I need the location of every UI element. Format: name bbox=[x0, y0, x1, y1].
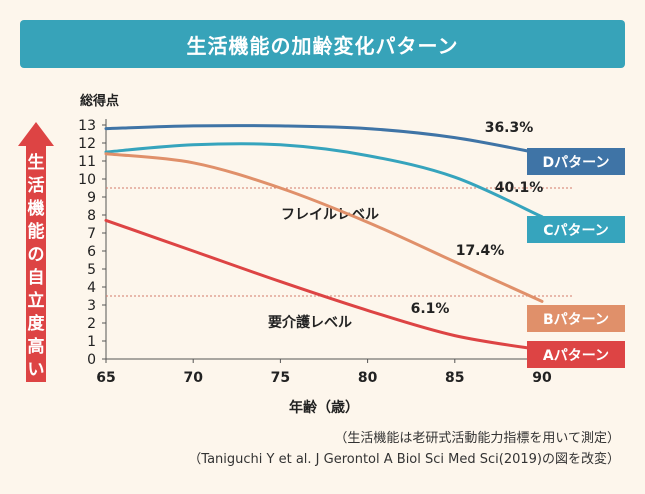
series-label-c: Cパターン bbox=[543, 223, 609, 239]
x-tick-label: 90 bbox=[532, 370, 552, 386]
y-tick-label: 4 bbox=[87, 280, 96, 296]
reference-line-label: フレイルレベル bbox=[281, 207, 379, 223]
series-label-box-d bbox=[527, 148, 625, 175]
x-tick-label: 80 bbox=[358, 370, 378, 386]
y-tick-label: 11 bbox=[78, 154, 96, 170]
title-bar: 生活機能の加齢変化パターン bbox=[20, 20, 625, 68]
y-tick-label: 0 bbox=[87, 352, 96, 368]
note-source: （Taniguchi Y et al. J Gerontol A Biol Sc… bbox=[188, 452, 620, 467]
series-line-b bbox=[104, 152, 544, 303]
y-tick-label: 13 bbox=[78, 118, 96, 134]
y-tick-label: 6 bbox=[87, 244, 96, 260]
y-axis-title-char: 活 bbox=[28, 175, 45, 196]
y-axis-title-char: い bbox=[28, 360, 45, 380]
series-label-box-a bbox=[527, 341, 625, 368]
y-axis-title-char: 立 bbox=[28, 290, 45, 311]
y-axis-title-char: 能 bbox=[28, 221, 45, 242]
series-line-c bbox=[104, 142, 544, 219]
y-tick-label: 12 bbox=[78, 136, 96, 152]
y-tick-label: 1 bbox=[87, 334, 96, 350]
y-axis-title-char: 生 bbox=[28, 152, 45, 173]
y-axis-title-char: の bbox=[28, 245, 45, 265]
x-tick-label: 70 bbox=[183, 370, 203, 386]
y-tick-label: 10 bbox=[78, 172, 96, 188]
series-label-box-b bbox=[527, 305, 625, 332]
y-tick-label: 5 bbox=[87, 262, 96, 278]
y-tick-label: 7 bbox=[87, 226, 96, 242]
series-line-d bbox=[104, 124, 544, 156]
y-axis-title-char: 自 bbox=[28, 267, 45, 288]
y-tick-label: 3 bbox=[87, 298, 96, 314]
series-line-a bbox=[104, 218, 544, 352]
y-tick-label: 8 bbox=[87, 208, 96, 224]
y-axis-label: 総得点 bbox=[80, 93, 119, 109]
series-percent-d: 36.3% bbox=[485, 120, 534, 136]
x-tick-label: 75 bbox=[271, 370, 290, 386]
independence-arrow bbox=[18, 122, 54, 382]
series-label-a: Aパターン bbox=[543, 348, 609, 364]
source-notes: （生活機能は老研式活動能力指標を用いて測定） （Taniguchi Y et a… bbox=[0, 428, 620, 470]
x-axis-label: 年齢（歳） bbox=[289, 399, 359, 416]
chart-title: 生活機能の加齢変化パターン bbox=[186, 33, 459, 58]
y-axis-title-char: 度 bbox=[28, 313, 46, 334]
y-axis-title-char: 高 bbox=[28, 336, 45, 357]
series-percent-a: 6.1% bbox=[411, 301, 450, 317]
x-tick-label: 85 bbox=[445, 370, 464, 386]
y-tick-label: 9 bbox=[87, 190, 96, 206]
reference-line-label: 要介護レベル bbox=[268, 314, 352, 331]
series-label-d: Dパターン bbox=[543, 155, 610, 171]
series-percent-b: 17.4% bbox=[456, 243, 505, 259]
note-measurement: （生活機能は老研式活動能力指標を用いて測定） bbox=[334, 431, 620, 446]
series-label-b: Bパターン bbox=[543, 312, 609, 328]
y-tick-label: 2 bbox=[87, 316, 96, 332]
series-label-box-c bbox=[527, 216, 625, 243]
y-axis-title-char: 機 bbox=[28, 198, 45, 219]
series-percent-c: 40.1% bbox=[495, 180, 544, 196]
x-tick-label: 65 bbox=[96, 370, 115, 386]
